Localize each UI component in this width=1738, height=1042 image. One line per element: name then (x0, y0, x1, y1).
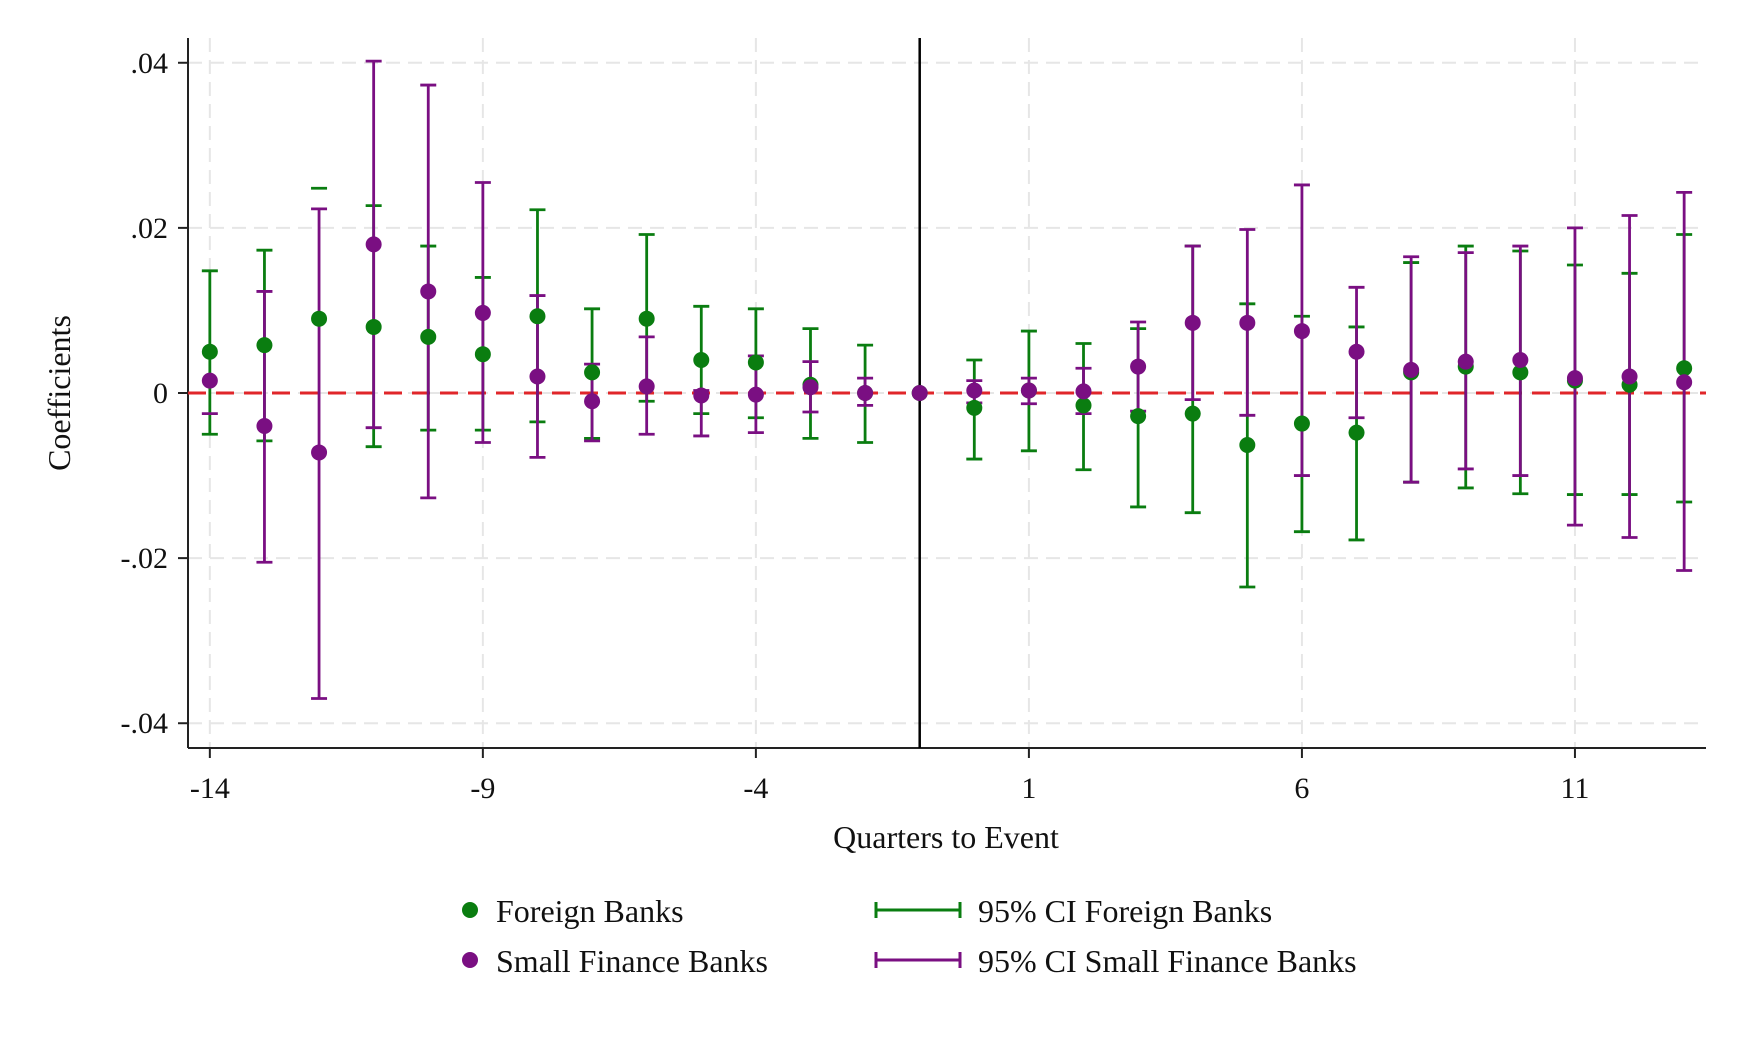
legend-label: Foreign Banks (496, 893, 684, 929)
point-series-0 (584, 364, 601, 381)
point-series-1 (857, 385, 874, 401)
point-series-1 (311, 444, 328, 461)
point-series-0 (1130, 408, 1147, 425)
x-tick-label: 11 (1561, 772, 1590, 805)
point-series-0 (529, 308, 546, 325)
point-series-1 (1293, 323, 1310, 340)
point-series-1 (1020, 382, 1037, 399)
point-series-1 (365, 236, 382, 253)
point-series-1 (747, 386, 764, 403)
point-series-1 (1239, 314, 1256, 331)
legend: Foreign Banks Small Finance Banks 95% CI F… (462, 893, 1357, 979)
legend-marker (462, 902, 478, 918)
point-series-0 (966, 399, 983, 416)
point-series-0 (365, 318, 382, 335)
axes (178, 38, 1706, 758)
point-series-1 (638, 378, 655, 395)
confidence-intervals (201, 59, 1693, 700)
legend-label: Small Finance Banks (496, 943, 768, 979)
point-series-0 (693, 351, 710, 368)
point-series-0 (1676, 360, 1693, 377)
point-series-0 (638, 310, 655, 327)
point-series-1 (1457, 353, 1474, 370)
point-series-0 (1075, 397, 1092, 414)
tick-labels: .04 .02 0 -.02 -.04 -14 -9 -4 1 6 11 (121, 47, 1590, 805)
x-tick-label: -4 (743, 772, 768, 805)
point-series-1 (1512, 351, 1529, 368)
y-tick-label: -.04 (121, 707, 169, 740)
x-tick-label: 6 (1294, 772, 1309, 805)
point-series-1 (1184, 314, 1201, 331)
point-series-0 (311, 310, 328, 327)
point-series-0 (420, 328, 437, 345)
y-tick-label: -.02 (121, 542, 169, 575)
legend-label: 95% CI Small Finance Banks (978, 943, 1357, 979)
point-series-0 (256, 337, 273, 354)
point-series-1 (911, 385, 928, 401)
y-axis-title: Coefficients (41, 315, 77, 471)
x-tick-label: -14 (190, 772, 230, 805)
legend-marker (462, 952, 478, 968)
point-series-1 (1566, 370, 1583, 387)
point-series-1 (1676, 374, 1693, 391)
point-series-1 (420, 283, 437, 300)
x-tick-label: 1 (1021, 772, 1036, 805)
point-series-1 (1403, 361, 1420, 378)
point-series-1 (966, 382, 983, 399)
x-tick-label: -9 (470, 772, 495, 805)
point-series-0 (1239, 437, 1256, 454)
point-series-1 (1130, 358, 1147, 375)
point-series-1 (1621, 368, 1638, 385)
point-series-1 (584, 393, 601, 410)
point-series-1 (1075, 383, 1092, 400)
point-series-1 (201, 372, 218, 389)
point-series-1 (802, 379, 819, 396)
point-series-0 (474, 346, 491, 363)
point-series-0 (1348, 424, 1365, 441)
y-tick-label: .04 (131, 47, 169, 80)
point-series-1 (693, 387, 710, 404)
legend-label: 95% CI Foreign Banks (978, 893, 1272, 929)
point-series-0 (1512, 364, 1529, 381)
y-tick-label: 0 (153, 377, 168, 410)
point-series-0 (1184, 405, 1201, 422)
x-axis-title: Quarters to Event (833, 819, 1059, 855)
point-series-1 (529, 368, 546, 385)
point-series-0 (1293, 415, 1310, 432)
point-series-1 (1348, 343, 1365, 360)
point-series-1 (474, 304, 491, 321)
y-tick-label: .02 (131, 212, 169, 245)
point-series-0 (201, 343, 218, 360)
point-series-0 (747, 354, 764, 371)
point-series-1 (256, 418, 273, 435)
coefficient-points (201, 236, 1693, 461)
